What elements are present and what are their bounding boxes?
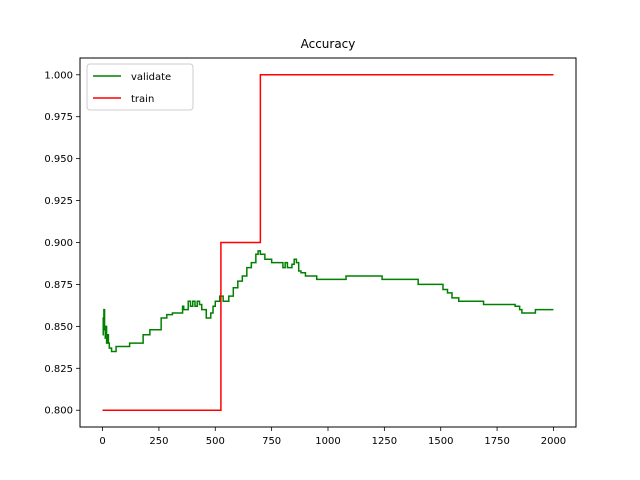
x-tick-label: 1750 (484, 436, 509, 447)
x-tick-label: 250 (149, 436, 168, 447)
x-tick-label: 0 (99, 436, 105, 447)
series-line-train (102, 74, 554, 411)
y-tick-label: 0.800 (44, 406, 73, 417)
legend: validate train (86, 63, 194, 111)
legend-label-validate: validate (131, 72, 171, 83)
legend-label-train: train (131, 94, 154, 105)
y-tick-label: 0.950 (44, 154, 73, 165)
x-axis: 0 250 500 750 1000 1250 1500 1750 2000 (99, 427, 566, 447)
y-tick-label: 0.875 (44, 280, 73, 291)
x-tick-label: 1250 (372, 436, 397, 447)
plot-area (102, 74, 554, 411)
y-tick-label: 0.900 (44, 238, 73, 249)
chart-title: Accuracy (301, 37, 356, 51)
y-tick-label: 0.925 (44, 196, 73, 207)
y-axis: 0.800 0.825 0.850 0.875 0.900 0.925 0.950 0.975… (44, 70, 80, 417)
x-tick-label: 1500 (428, 436, 453, 447)
x-tick-label: 2000 (541, 436, 566, 447)
y-tick-label: 1.000 (44, 70, 73, 81)
series-line-validate (102, 250, 554, 353)
x-tick-label: 500 (206, 436, 225, 447)
x-tick-label: 750 (262, 436, 281, 447)
y-tick-label: 0.825 (44, 364, 73, 375)
y-tick-label: 0.975 (44, 112, 73, 123)
y-tick-label: 0.850 (44, 322, 73, 333)
x-tick-label: 1000 (315, 436, 340, 447)
